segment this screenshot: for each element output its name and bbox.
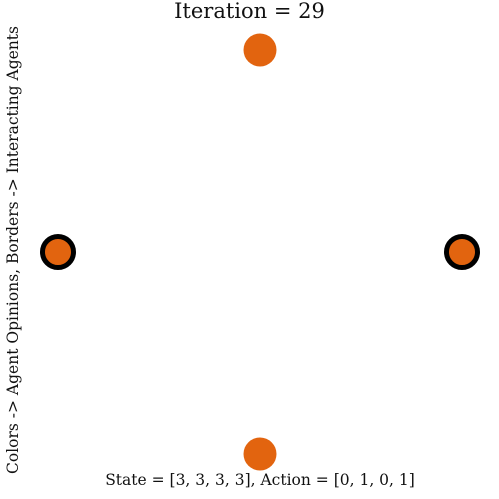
- agent-right: [444, 234, 480, 270]
- state-action-caption: State = [3, 3, 3, 3], Action = [0, 1, 0,…: [105, 471, 415, 489]
- agent-bottom: [243, 437, 277, 471]
- agent-top: [243, 33, 277, 67]
- iteration-title: Iteration = 29: [174, 0, 325, 23]
- agent-left: [40, 234, 76, 270]
